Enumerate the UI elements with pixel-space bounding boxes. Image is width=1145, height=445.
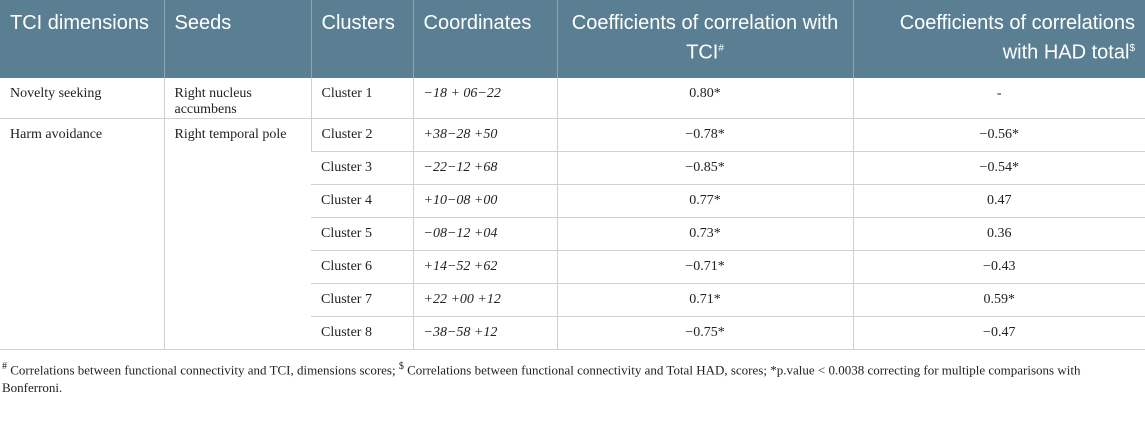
header-had-correlation: Coefficients of correlations with HAD to… (852, 0, 1145, 78)
cell-had-correlation: 0.36 (852, 217, 1145, 251)
cell-tci-correlation: 0.77* (556, 184, 853, 218)
footnote-text-1: Correlations between functional connecti… (7, 361, 399, 377)
cell-cluster: Cluster 4 (311, 184, 413, 218)
table-footnote: # Correlations between functional connec… (0, 350, 1145, 397)
cell-tci-correlation: 0.80* (556, 77, 853, 119)
cell-had-correlation: −0.54* (852, 151, 1145, 185)
cell-coordinates: +22 +00 +12 (412, 283, 557, 317)
cell-coordinates: −22−12 +68 (412, 151, 557, 185)
footnote-mark-hash: # (2, 360, 7, 372)
cell-had-correlation: −0.47 (852, 316, 1145, 350)
table-row: Cluster 8 −38−58 +12 −0.75* −0.47 (0, 316, 1145, 350)
cell-tci-correlation: 0.73* (556, 217, 853, 251)
cell-coordinates: −38−58 +12 (412, 316, 557, 350)
cell-cluster: Cluster 6 (311, 250, 413, 284)
cell-had-correlation: −0.56* (852, 118, 1145, 152)
results-table: TCI dimensions Seeds Clusters Coordinate… (0, 0, 1145, 350)
cell-cluster: Cluster 2 (310, 118, 413, 152)
footnote-mark-dollar: $ (398, 360, 404, 372)
cell-dimension: Novelty seeking (0, 77, 164, 119)
table-figure: TCI dimensions Seeds Clusters Coordinate… (0, 0, 1145, 397)
header-tci-correlation: Coefficients of correlation with TCI# (556, 0, 853, 78)
cell-coordinates: −18 + 06−22 (412, 77, 557, 119)
cell-coordinates: +38−28 +50 (412, 118, 557, 152)
cell-had-correlation: 0.59* (852, 283, 1145, 317)
cell-had-correlation: 0.47 (852, 184, 1145, 218)
cell-seed: Right temporal pole (163, 118, 311, 350)
header-coordinates: Coordinates (412, 0, 557, 78)
cell-coordinates: −08−12 +04 (412, 217, 557, 251)
header-row: TCI dimensions Seeds Clusters Coordinate… (0, 0, 1145, 78)
cell-coordinates: +14−52 +62 (412, 250, 557, 284)
cell-tci-correlation: −0.71* (556, 250, 853, 284)
table-row: Cluster 7 +22 +00 +12 0.71* 0.59* (0, 283, 1145, 317)
cell-had-correlation: - (852, 77, 1145, 119)
cell-cluster: Cluster 3 (311, 151, 413, 185)
cell-dimension: Harm avoidance (0, 118, 164, 350)
header-clusters: Clusters (310, 0, 413, 78)
table-row: Novelty seeking Right nucleus accumbens … (0, 77, 1145, 119)
table-row: Cluster 5 −08−12 +04 0.73* 0.36 (0, 217, 1145, 251)
cell-cluster: Cluster 8 (311, 316, 413, 350)
table-row: Harm avoidance Right temporal pole Clust… (0, 118, 1145, 350)
table-row: Cluster 3 −22−12 +68 −0.85* −0.54* (0, 151, 1145, 185)
cell-tci-correlation: −0.75* (556, 316, 853, 350)
cell-tci-correlation: −0.78* (556, 118, 853, 152)
cell-tci-correlation: −0.85* (556, 151, 853, 185)
header-dimensions: TCI dimensions (0, 0, 164, 78)
table-body: Novelty seeking Right nucleus accumbens … (0, 77, 1145, 350)
cell-cluster: Cluster 7 (311, 283, 413, 317)
cell-cluster: Cluster 5 (311, 217, 413, 251)
cell-seed: Right nucleus accumbens (163, 77, 311, 119)
cell-tci-correlation: 0.71* (556, 283, 853, 317)
cell-coordinates: +10−08 +00 (412, 184, 557, 218)
header-seeds: Seeds (163, 0, 311, 78)
cell-cluster: Cluster 1 (310, 77, 413, 119)
cell-had-correlation: −0.43 (852, 250, 1145, 284)
table-row: Cluster 6 +14−52 +62 −0.71* −0.43 (0, 250, 1145, 284)
footnote-text-2: Correlations between functional connecti… (2, 361, 1081, 395)
table-row: Cluster 4 +10−08 +00 0.77* 0.47 (0, 184, 1145, 218)
